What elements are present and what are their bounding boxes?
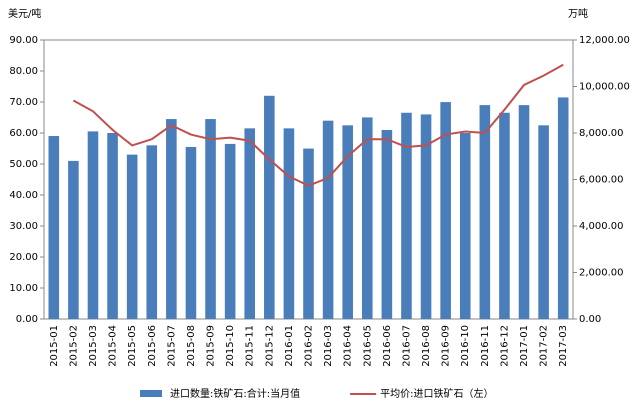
bar — [126, 154, 138, 319]
y2-tick-label: 8,000.00 — [579, 128, 624, 139]
x-tick-label: 2015-04 — [108, 325, 119, 367]
y2-tick-label: 4,000.00 — [579, 221, 624, 232]
x-tick-label: 2015-02 — [68, 325, 79, 367]
bar — [303, 148, 314, 319]
x-tick-label: 2015-06 — [147, 325, 158, 367]
x-tick-label: 2015-03 — [88, 325, 99, 367]
bar — [244, 128, 256, 319]
x-tick-label: 2015-09 — [206, 325, 217, 367]
x-tick-label: 2016-08 — [421, 325, 432, 367]
bar — [224, 143, 236, 319]
y-tick-label: 40.00 — [9, 190, 38, 201]
x-tick-label: 2017-01 — [519, 325, 530, 367]
x-tick-label: 2016-10 — [460, 325, 471, 367]
x-tick-label: 2015-10 — [225, 325, 236, 367]
y-tick-label: 20.00 — [9, 252, 38, 263]
y-tick-label: 70.00 — [9, 97, 38, 108]
y2-tick-label: 12,000.00 — [579, 35, 630, 46]
x-tick-label: 2017-02 — [539, 325, 550, 367]
x-tick-label: 2015-01 — [49, 325, 60, 367]
bar — [283, 128, 295, 319]
y-tick-label: 90.00 — [9, 35, 38, 46]
y-tick-label: 0.00 — [16, 314, 38, 325]
legend-label: 平均价:进口铁矿石（左） — [380, 387, 493, 400]
bar — [518, 105, 530, 319]
legend-label: 进口数量:铁矿石:合计:当月值 — [170, 387, 300, 400]
bar — [361, 117, 373, 319]
x-tick-label: 2016-07 — [401, 325, 412, 367]
x-tick-label: 2015-07 — [166, 325, 177, 367]
x-tick-label: 2016-12 — [499, 325, 510, 367]
x-tick-label: 2015-11 — [245, 325, 256, 367]
bar — [420, 114, 432, 320]
bar — [381, 129, 393, 319]
x-tick-label: 2016-11 — [480, 325, 491, 367]
bar — [401, 112, 412, 320]
bar — [322, 120, 334, 320]
y-tick-label: 30.00 — [9, 221, 38, 232]
x-tick-label: 2016-06 — [382, 325, 393, 367]
bar — [68, 160, 79, 319]
bar — [499, 112, 510, 320]
bar — [166, 119, 177, 319]
x-tick-label: 2016-04 — [343, 325, 354, 367]
bar — [205, 119, 216, 319]
y-tick-label: 50.00 — [9, 159, 38, 170]
y2-tick-label: 2,000.00 — [579, 268, 624, 279]
y2-tick-label: 6,000.00 — [579, 175, 624, 186]
y2-tick-label: 0.00 — [579, 314, 601, 325]
bar — [440, 102, 451, 319]
bar — [264, 95, 275, 319]
line — [72, 63, 564, 187]
x-tick-label: 2015-08 — [186, 325, 197, 367]
bar — [557, 97, 569, 320]
y-tick-label: 10.00 — [9, 283, 38, 294]
x-tick-label: 2016-05 — [362, 325, 373, 367]
y-axis-label: 美元/吨 — [8, 7, 41, 20]
bar — [48, 136, 60, 319]
y2-axis-label: 万吨 — [568, 7, 588, 20]
bar — [185, 146, 197, 319]
x-tick-label: 2016-02 — [304, 325, 315, 367]
bar — [538, 125, 549, 319]
bar — [146, 145, 158, 319]
bar — [342, 125, 353, 319]
x-tick-label: 2015-12 — [264, 325, 275, 367]
y2-tick-label: 10,000.00 — [579, 82, 630, 93]
x-tick-label: 2017-03 — [558, 325, 569, 367]
legend-swatch — [140, 390, 162, 397]
x-tick-label: 2016-09 — [441, 325, 452, 367]
x-tick-label: 2015-05 — [127, 325, 138, 367]
y-tick-label: 60.00 — [9, 128, 38, 139]
bar — [479, 105, 491, 319]
x-tick-label: 2016-03 — [323, 325, 334, 367]
x-tick-label: 2016-01 — [284, 325, 295, 367]
bar — [87, 131, 99, 319]
y-tick-label: 80.00 — [9, 66, 38, 77]
bar — [107, 133, 118, 319]
bar — [459, 133, 471, 319]
